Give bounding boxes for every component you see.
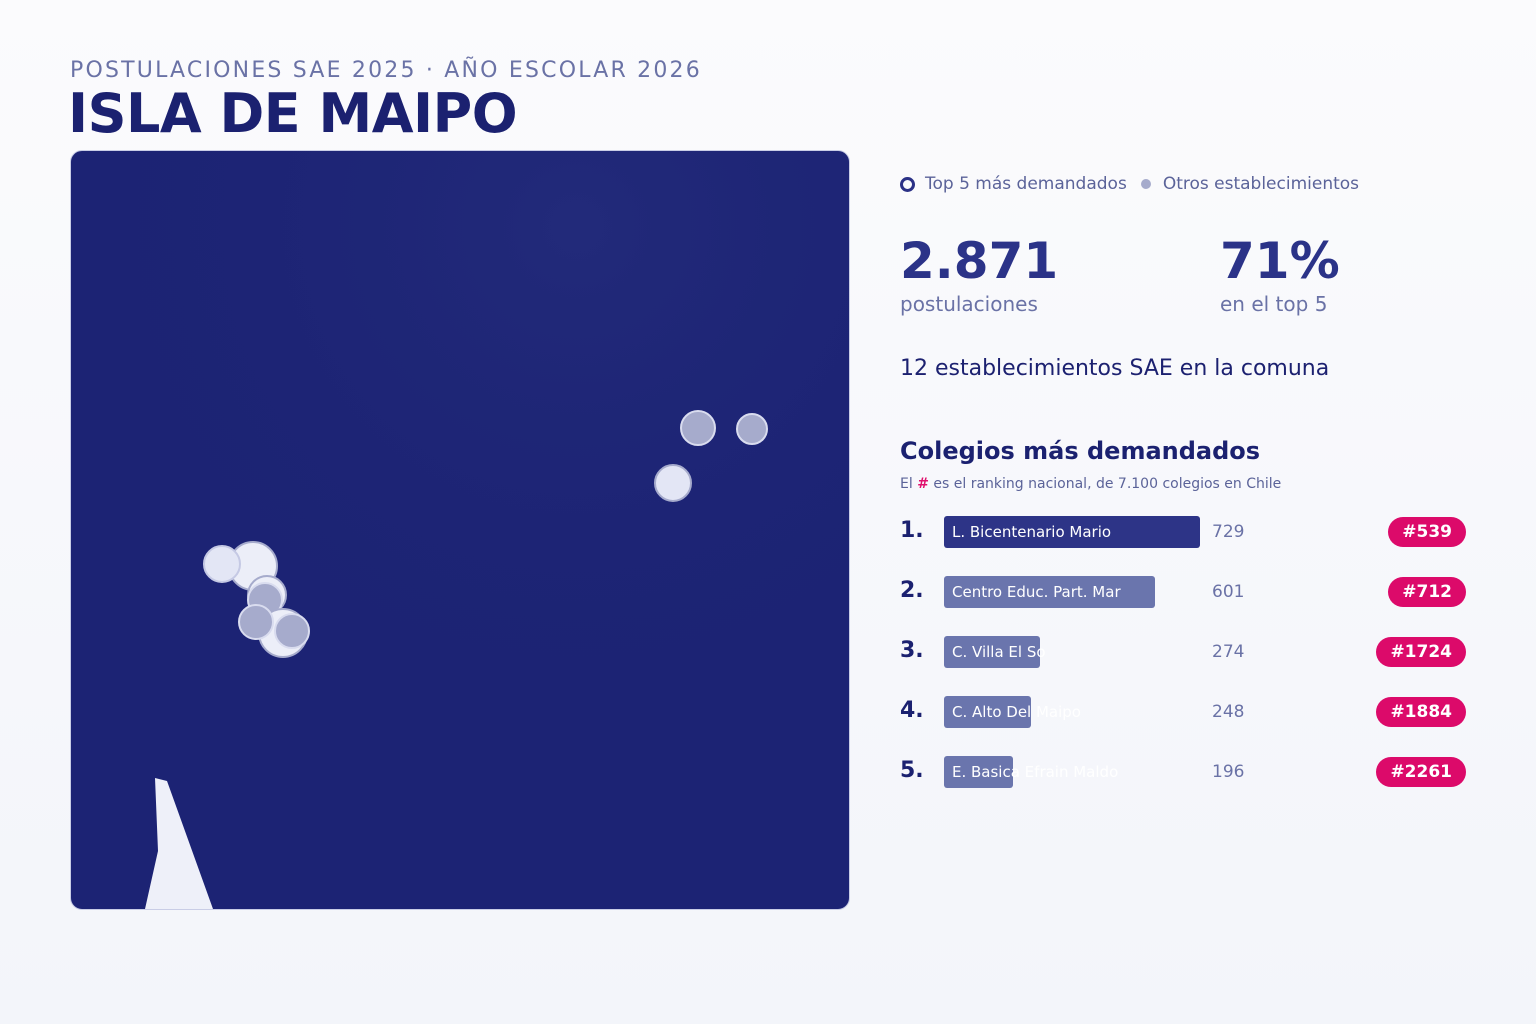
ranking-row[interactable]: 4. C. Alto Del Maipo 248 #1884: [900, 696, 1466, 728]
national-rank-badge: #539: [1388, 517, 1466, 547]
national-rank-badge: #2261: [1376, 757, 1466, 787]
others-dot-icon: [1140, 179, 1151, 189]
ranking-note-prefix: El: [900, 476, 913, 492]
ranking-note: El # es el ranking nacional, de 7.100 co…: [900, 476, 1281, 492]
top5-share-value: 71%: [1220, 232, 1340, 290]
school-name: C. Alto Del Maipo: [952, 703, 1081, 721]
ranking-row[interactable]: 2. Centro Educ. Part. Mar 601 #712: [900, 576, 1466, 608]
schools-count: 12 establecimientos SAE en la comuna: [900, 356, 1330, 381]
ranking-position: 3.: [900, 638, 924, 663]
ranking-position: 5.: [900, 758, 924, 783]
ranking-position: 1.: [900, 518, 924, 543]
applications-count: 729: [1212, 522, 1245, 542]
applications-count: 248: [1212, 702, 1245, 722]
school-marker-other[interactable]: [238, 604, 274, 640]
page-title: ISLA DE MAIPO: [68, 82, 518, 145]
commune-map[interactable]: [70, 150, 850, 910]
applications-bar: [944, 756, 1013, 788]
top5-share-label: en el top 5: [1220, 292, 1328, 316]
school-marker-other[interactable]: [736, 413, 768, 445]
legend-others-label: Otros establecimientos: [1162, 174, 1360, 194]
school-marker-other[interactable]: [654, 464, 692, 502]
ranking-row[interactable]: 5. E. Basica Efrain Maldo 196 #2261: [900, 756, 1466, 788]
school-name: Centro Educ. Part. Mar: [952, 583, 1121, 601]
ranking-note-hash: #: [917, 476, 929, 492]
ranking-position: 2.: [900, 578, 924, 603]
map-canvas: [71, 151, 849, 909]
applications-count: 196: [1212, 762, 1245, 782]
applications-bar: [944, 636, 1041, 668]
applications-bar: [944, 696, 1032, 728]
national-rank-badge: #712: [1388, 577, 1466, 607]
map-legend: Top 5 más demandados Otros establecimien…: [900, 174, 1359, 194]
applications-value: 2.871: [900, 232, 1059, 290]
school-marker-top5[interactable]: [203, 545, 241, 583]
ranking-row[interactable]: 3. C. Villa El So 274 #1724: [900, 636, 1466, 668]
school-marker-other[interactable]: [680, 410, 716, 446]
school-markers: [203, 410, 768, 658]
ranking-note-suffix: es el ranking nacional, de 7.100 colegio…: [933, 476, 1282, 492]
national-rank-badge: #1884: [1376, 697, 1466, 727]
applications-label: postulaciones: [900, 292, 1038, 316]
school-marker-other[interactable]: [274, 613, 310, 649]
applications-count: 601: [1212, 582, 1245, 602]
top5-ring-icon: [900, 176, 915, 192]
school-name: L. Bicentenario Mario: [952, 523, 1112, 541]
legend-top5-label: Top 5 más demandados: [925, 174, 1127, 194]
neighbor-area-shape: [145, 778, 213, 909]
applications-bar: [944, 516, 1200, 548]
national-rank-badge: #1724: [1376, 637, 1466, 667]
applications-count: 274: [1212, 642, 1245, 662]
school-name: C. Villa El So: [952, 643, 1046, 661]
ranking-title: Colegios más demandados: [900, 437, 1261, 465]
applications-bar: [944, 576, 1156, 608]
school-name: E. Basica Efrain Maldo: [952, 763, 1119, 781]
map-shading: [71, 151, 849, 909]
ranking-position: 4.: [900, 698, 924, 723]
ranking-row[interactable]: 1. L. Bicentenario Mario 729 #539: [900, 516, 1466, 548]
page-subtitle: POSTULACIONES SAE 2025 · AÑO ESCOLAR 202…: [70, 58, 702, 83]
